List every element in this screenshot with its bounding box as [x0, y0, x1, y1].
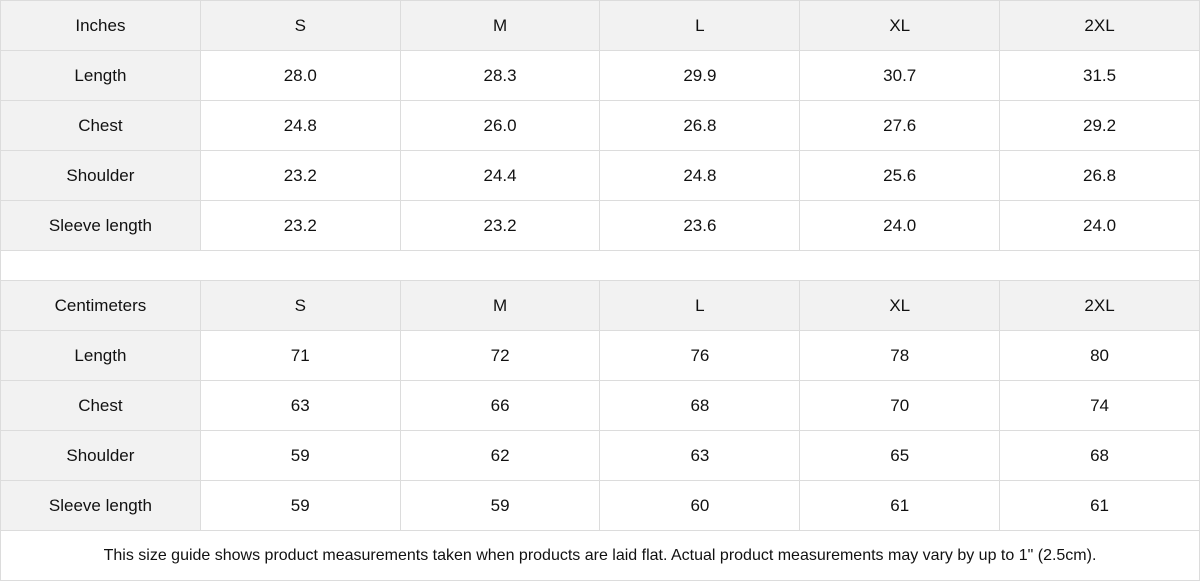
measurement-value: 26.0: [401, 101, 601, 150]
measurement-value: 76: [600, 331, 801, 380]
measurement-label: Sleeve length: [1, 481, 201, 530]
size-header: M: [400, 1, 601, 50]
size-header: XL: [800, 281, 1001, 330]
size-header: L: [600, 281, 801, 330]
size-header: XL: [800, 1, 1001, 50]
measurement-value: 80: [1000, 331, 1200, 380]
measurement-value: 78: [800, 331, 1001, 380]
unit-header: Inches: [1, 1, 201, 50]
table-row: Chest 24.8 26.0 26.8 27.6 29.2: [1, 101, 1200, 151]
measurement-value: 59: [201, 431, 401, 480]
measurement-value: 60: [600, 481, 801, 530]
measurement-value: 28.3: [401, 51, 601, 100]
measurement-value: 27.6: [800, 101, 1001, 150]
table-spacer: [1, 251, 1200, 281]
measurement-value: 70: [800, 381, 1001, 430]
measurement-value: 72: [401, 331, 601, 380]
measurement-value: 23.2: [401, 201, 601, 250]
measurement-label: Shoulder: [1, 151, 201, 200]
measurement-value: 24.8: [201, 101, 401, 150]
table-row: Chest 63 66 68 70 74: [1, 381, 1200, 431]
measurement-value: 59: [401, 481, 601, 530]
table-row: Shoulder 59 62 63 65 68: [1, 431, 1200, 481]
measurement-value: 74: [1000, 381, 1200, 430]
centimeters-table: Centimeters S M L XL 2XL Length 71 72 76 78 80 Chest…: [1, 281, 1200, 531]
table-row: Length 71 72 76 78 80: [1, 331, 1200, 381]
measurement-label: Length: [1, 331, 201, 380]
measurement-value: 26.8: [1000, 151, 1200, 200]
measurement-value: 68: [600, 381, 801, 430]
table-row: Sleeve length 23.2 23.2 23.6 24.0 24.0: [1, 201, 1200, 251]
measurement-label: Sleeve length: [1, 201, 201, 250]
table-row: Shoulder 23.2 24.4 24.8 25.6 26.8: [1, 151, 1200, 201]
measurement-value: 25.6: [800, 151, 1001, 200]
measurement-value: 24.0: [1000, 201, 1200, 250]
measurement-value: 30.7: [800, 51, 1001, 100]
inches-table: Inches S M L XL 2XL Length 28.0 28.3 29.9 30.7 31.5…: [1, 1, 1200, 251]
header-row: Centimeters S M L XL 2XL: [1, 281, 1200, 331]
measurement-label: Chest: [1, 101, 201, 150]
measurement-value: 62: [401, 431, 601, 480]
measurement-value: 23.6: [600, 201, 801, 250]
measurement-value: 28.0: [201, 51, 401, 100]
footnote: This size guide shows product measuremen…: [1, 531, 1200, 581]
measurement-value: 59: [201, 481, 401, 530]
measurement-value: 24.4: [401, 151, 601, 200]
unit-header: Centimeters: [1, 281, 201, 330]
measurement-value: 63: [600, 431, 801, 480]
measurement-value: 31.5: [1000, 51, 1200, 100]
header-row: Inches S M L XL 2XL: [1, 1, 1200, 51]
measurement-value: 26.8: [600, 101, 801, 150]
measurement-value: 66: [401, 381, 601, 430]
measurement-value: 23.2: [201, 151, 401, 200]
measurement-value: 63: [201, 381, 401, 430]
size-header: S: [200, 1, 401, 50]
measurement-value: 24.0: [800, 201, 1001, 250]
measurement-value: 61: [1000, 481, 1200, 530]
table-row: Sleeve length 59 59 60 61 61: [1, 481, 1200, 531]
measurement-value: 29.9: [600, 51, 801, 100]
size-header: 2XL: [1000, 1, 1200, 50]
measurement-label: Shoulder: [1, 431, 201, 480]
measurement-value: 71: [201, 331, 401, 380]
size-header: L: [600, 1, 801, 50]
size-header: 2XL: [1000, 281, 1200, 330]
measurement-label: Length: [1, 51, 201, 100]
measurement-value: 68: [1000, 431, 1200, 480]
measurement-value: 23.2: [201, 201, 401, 250]
measurement-value: 65: [800, 431, 1001, 480]
table-row: Length 28.0 28.3 29.9 30.7 31.5: [1, 51, 1200, 101]
measurement-value: 24.8: [600, 151, 801, 200]
size-header: M: [400, 281, 601, 330]
measurement-value: 29.2: [1000, 101, 1200, 150]
size-header: S: [200, 281, 401, 330]
measurement-label: Chest: [1, 381, 201, 430]
measurement-value: 61: [800, 481, 1001, 530]
